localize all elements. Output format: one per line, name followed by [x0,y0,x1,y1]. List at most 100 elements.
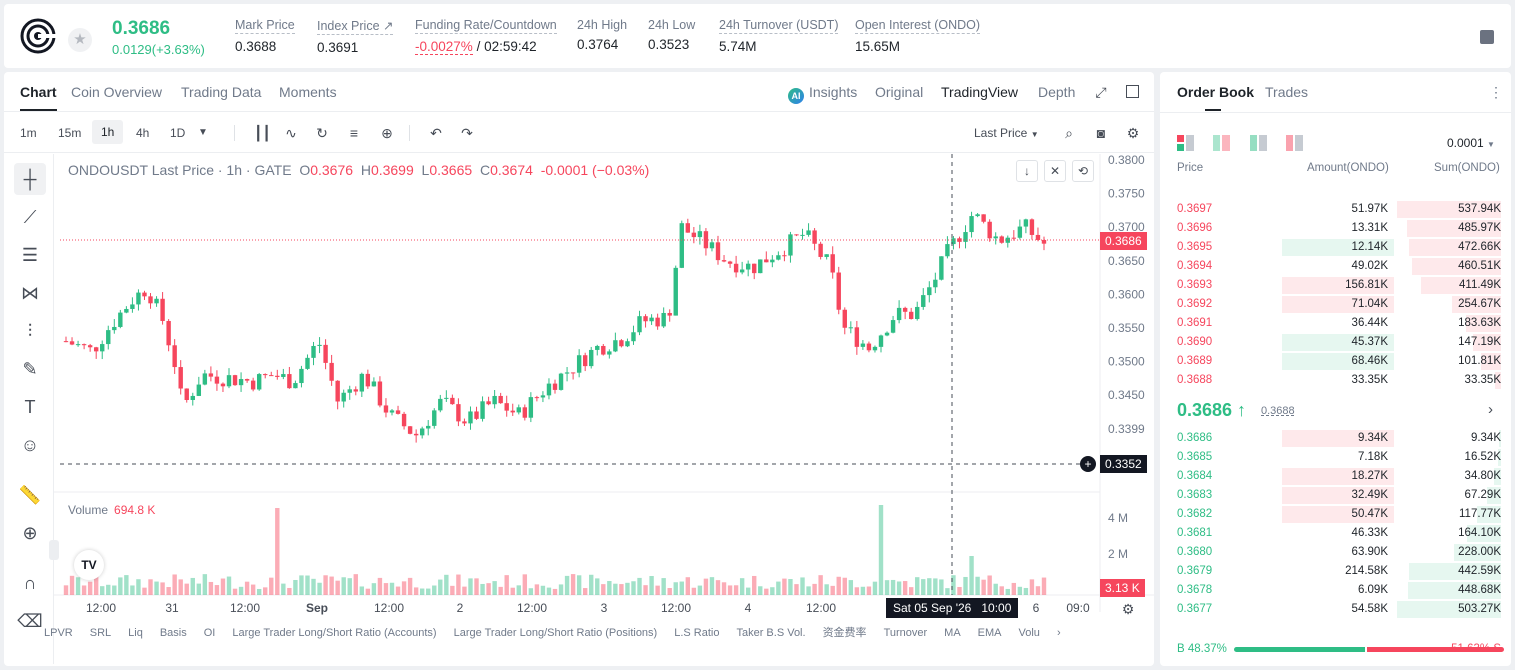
indicator-item[interactable]: EMA [977,627,1002,639]
timeframe-dropdown-icon[interactable]: ▼ [198,127,208,138]
bid-row[interactable]: 0.3684 18.27K 34.80K [1160,467,1511,486]
timeframe-15m[interactable]: 15m [58,126,82,140]
tab-coin-overview[interactable]: Coin Overview [71,84,163,100]
templates-icon[interactable]: ≡ [349,125,359,141]
view-tradingview[interactable]: TradingView [941,84,1019,100]
trendline-icon[interactable]: ⟋ [23,207,37,227]
indicators-icon[interactable]: ∿ [285,125,297,141]
ask-row[interactable]: 0.3690 45.37K 147.19K [1160,333,1511,352]
indicator-item[interactable]: Taker B.S Vol. [736,627,806,639]
insights-button[interactable]: AI Insights [788,84,857,104]
pattern-icon[interactable]: ⋈ [21,283,39,303]
redo-icon[interactable]: ↷ [461,125,473,141]
camera-icon[interactable]: ◙ [1096,125,1106,141]
eraser-icon[interactable]: ⌫ [17,611,43,631]
bids-view-icon[interactable] [1250,135,1268,151]
ask-row[interactable]: 0.3696 13.31K 485.97K [1160,219,1511,238]
view-depth[interactable]: Depth [1038,84,1076,100]
favorite-star-icon[interactable]: ★ [68,28,92,52]
add-alert-icon[interactable] [1080,456,1096,472]
ask-row[interactable]: 0.3691 36.44K 183.63K [1160,314,1511,333]
ask-row[interactable]: 0.3689 68.46K 101.81K [1160,352,1511,371]
split-view-icon[interactable] [1213,135,1231,151]
volume-bar [190,577,195,595]
magnet-icon[interactable]: ∩ [23,573,37,593]
book-icon[interactable] [1480,30,1494,44]
indicator-item[interactable]: Basis [159,627,187,639]
bid-row[interactable]: 0.3685 7.18K 16.52K [1160,448,1511,467]
chevron-right-icon[interactable]: › [1056,627,1061,639]
ask-row[interactable]: 0.3695 12.14K 472.66K [1160,238,1511,257]
collapse-icon[interactable]: ✕ [1044,160,1066,182]
tab-chart[interactable]: Chart [20,84,57,111]
indicator-item[interactable]: 资金费率 [822,627,867,639]
indicator-item[interactable]: Volu [1018,627,1040,639]
candlestick-chart[interactable]: 0.3800 0.3750 0.3700 0.3650 0.3600 0.3550 0.35… [4,72,1154,666]
chevron-right-icon[interactable]: › [1488,401,1493,418]
row-amount: 7.18K [1357,451,1388,463]
zoom-in-icon[interactable]: ⊕ [22,523,38,543]
indicator-item[interactable]: OI [203,627,216,639]
bid-row[interactable]: 0.3677 54.58K 503.27K [1160,600,1511,619]
both-sides-view-icon[interactable] [1177,135,1195,151]
price-source-select[interactable]: Last Price ▼ [974,126,1039,140]
indicator-item[interactable]: Large Trader Long/Short Ratio (Accounts) [232,627,437,639]
volume-bar [758,586,763,595]
search-icon[interactable]: ⌕ [1065,125,1073,141]
ruler-icon[interactable]: 📏 [18,485,42,505]
precision-select[interactable]: 0.0001 ▼ [1447,136,1495,150]
timeframe-1m[interactable]: 1m [20,126,37,140]
fullscreen-icon[interactable] [1126,85,1139,98]
ask-row[interactable]: 0.3697 51.97K 537.94K [1160,200,1511,219]
expand-icon[interactable]: ⤢ [1095,84,1107,100]
exchange-logo[interactable] [20,18,56,54]
add-indicator-icon[interactable]: ⊕ [381,125,393,141]
timeframe-4h[interactable]: 4h [136,126,150,140]
candle-body [347,389,352,393]
emoji-icon[interactable]: ☺ [20,435,40,455]
candle-type-icon[interactable]: ┃┃ [254,125,271,141]
scroll-down-icon[interactable]: ↓ [1016,160,1038,182]
tradingview-logo[interactable]: TV [74,550,104,580]
crosshair-icon[interactable]: ┼ [14,163,46,195]
more-icon[interactable]: ⋮ [1489,84,1503,100]
row-amount: 49.02K [1351,260,1388,272]
timeframe-1h[interactable]: 1h [92,120,124,144]
ask-row[interactable]: 0.3693 156.81K 411.49K [1160,276,1511,295]
tab-order-book[interactable]: Order Book [1177,84,1255,111]
tab-trading-data[interactable]: Trading Data [181,84,262,100]
ask-row[interactable]: 0.3688 33.35K 33.35K [1160,371,1511,390]
tab-trades[interactable]: Trades [1265,84,1309,100]
horizontal-lines-icon[interactable]: ☰ [21,245,39,265]
text-tool-icon[interactable]: T [24,397,36,417]
ask-row[interactable]: 0.3692 71.04K 254.67K [1160,295,1511,314]
brush-icon[interactable]: ✎ [22,359,38,379]
bid-row[interactable]: 0.3678 6.09K 448.68K [1160,581,1511,600]
reset-icon[interactable]: ⟲ [1072,160,1094,182]
bid-row[interactable]: 0.3681 46.33K 164.10K [1160,524,1511,543]
gear-icon[interactable]: ⚙ [1126,125,1140,141]
bid-row[interactable]: 0.3682 50.47K 117.77K [1160,505,1511,524]
indicator-item[interactable]: Turnover [883,627,928,639]
drawing-toolbar: ┼ ⟋ ☰ ⋈ ⫶ ✎ T ☺ 📏 ⊕ ∩ ⌫ [4,154,54,664]
indicator-item[interactable]: Liq [128,627,143,639]
view-original[interactable]: Original [875,84,924,100]
index-price-stat[interactable]: Index Price ↗ 0.3691 [317,18,394,55]
timeframe-1d[interactable]: 1D [170,126,186,140]
bid-row[interactable]: 0.3680 63.90K 228.00K [1160,543,1511,562]
indicator-item[interactable]: MA [944,627,961,639]
precision-value: 0.0001 [1447,136,1484,150]
asks-view-icon[interactable] [1286,135,1304,151]
bid-row[interactable]: 0.3686 9.34K 9.34K [1160,429,1511,448]
bid-row[interactable]: 0.3683 32.49K 67.29K [1160,486,1511,505]
indicator-item[interactable]: L.S Ratio [674,627,720,639]
indicator-item[interactable]: SRL [89,627,112,639]
tab-moments[interactable]: Moments [279,84,337,100]
compare-icon[interactable]: ↻ [316,125,328,141]
undo-icon[interactable]: ↶ [430,125,442,141]
bid-row[interactable]: 0.3679 214.58K 442.59K [1160,562,1511,581]
ask-row[interactable]: 0.3694 49.02K 460.51K [1160,257,1511,276]
indicator-item[interactable]: LPVR [44,627,73,639]
fib-icon[interactable]: ⫶ [27,321,33,341]
indicator-item[interactable]: Large Trader Long/Short Ratio (Positions… [453,627,658,639]
